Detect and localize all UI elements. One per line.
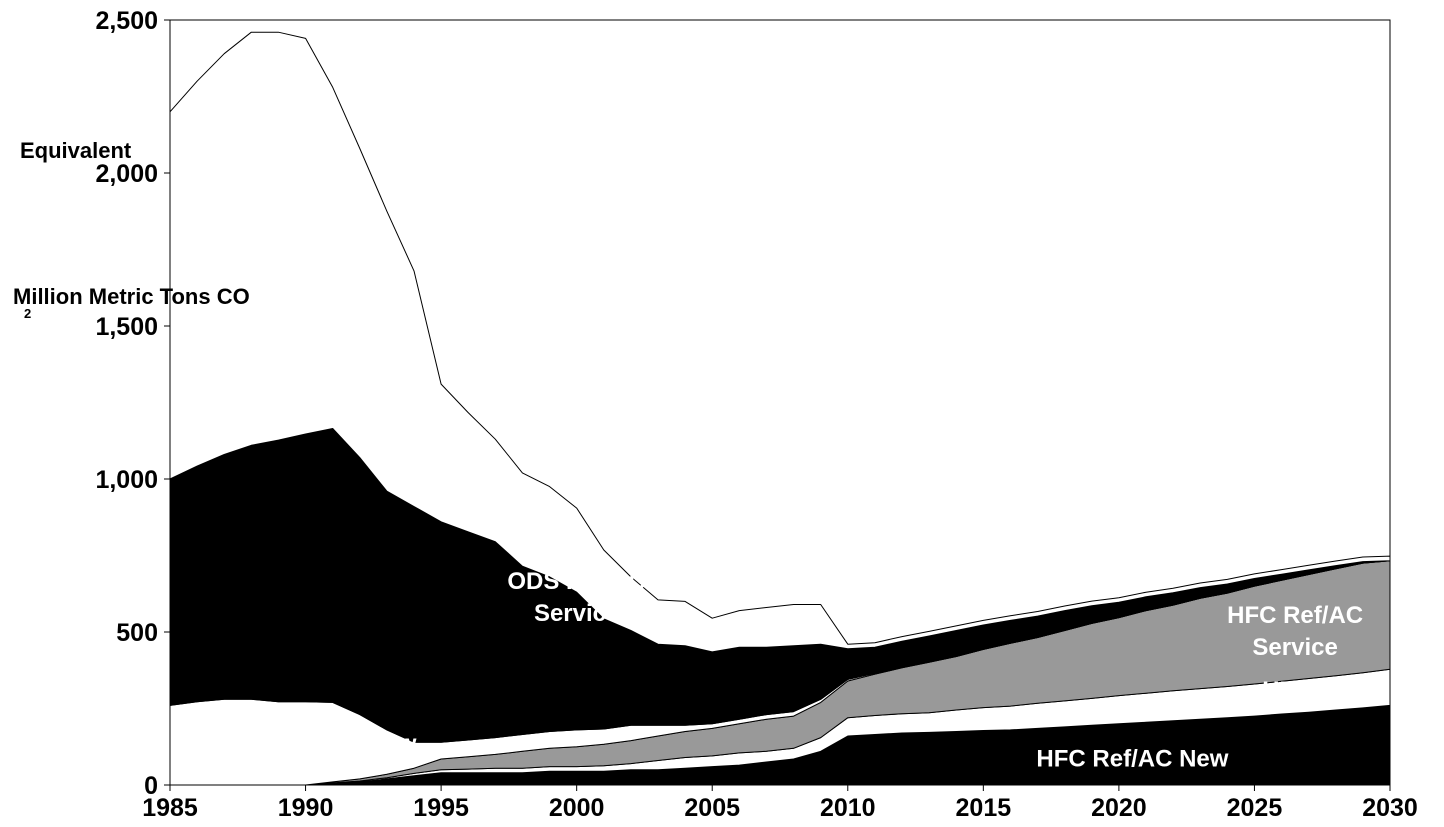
series-label-ods-ref-ac-service: ODS Ref/AC Service [507, 568, 646, 627]
y-axis-label-line2: Million Metric Tons CO [13, 284, 250, 309]
series-label-hfc-ref-ac-new: HFC Ref/AC New [1036, 746, 1228, 773]
plot-frame [169, 19, 1391, 786]
x-tick-label: 2005 [684, 794, 740, 822]
x-axis: 1985 1990 1995 2000 2005 2010 2015 2020 2025 2030 [142, 785, 1418, 822]
series-label-ods-ref-ac-new: ODS Ref/AC New [222, 730, 417, 757]
x-tick-label: 2020 [1091, 794, 1147, 822]
y-tick-label: 500 [116, 619, 158, 647]
y-axis-label-subscript: 2 [24, 306, 31, 321]
y-axis-label-line1: Equivalent [20, 138, 132, 163]
x-tick-label: 2010 [820, 794, 876, 822]
y-axis: 0 500 1,000 1,500 2,000 2,500 [95, 7, 170, 800]
area-layers [169, 31, 1391, 786]
y-tick-label: 2,000 [95, 160, 158, 188]
x-tick-label: 1990 [278, 794, 334, 822]
x-tick-label: 2025 [1227, 794, 1283, 822]
series-label-hfc-ref-ac-service: HFC Ref/AC Service [1227, 602, 1363, 661]
x-tick-label: 2015 [956, 794, 1012, 822]
series-labels: ODS Ref/AC Service ODS Ref/AC New HFC Ref/A… [222, 568, 1382, 772]
series-label-hfc-other: HFC Other [1262, 677, 1382, 704]
x-tick-label: 2000 [549, 794, 605, 822]
y-tick-label: 1,000 [95, 466, 158, 494]
y-tick-label: 2,500 [95, 7, 158, 35]
x-tick-label: 1995 [413, 794, 469, 822]
y-tick-label: 0 [144, 772, 158, 800]
y-tick-label: 1,500 [95, 313, 158, 341]
x-tick-label: 2030 [1362, 794, 1418, 822]
x-tick-label: 1985 [142, 794, 198, 822]
